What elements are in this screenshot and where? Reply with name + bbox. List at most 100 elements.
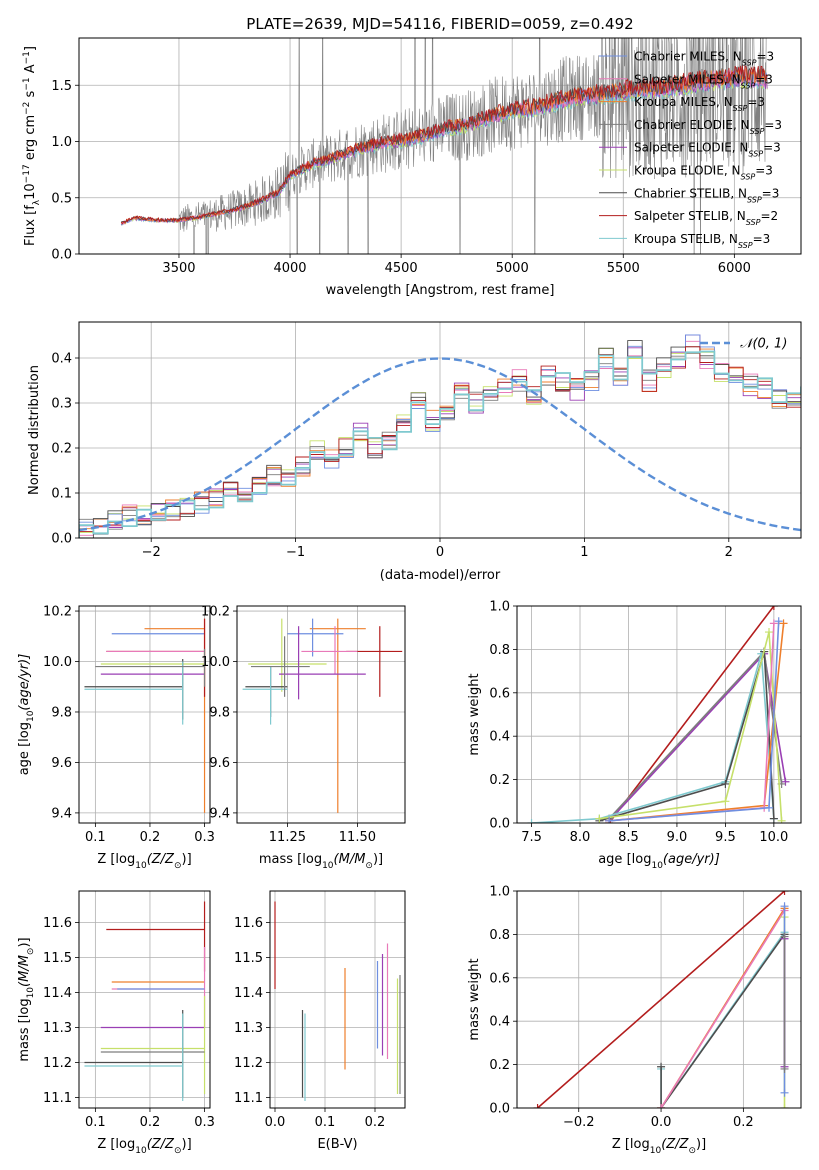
y-tick-label: 0.6: [489, 971, 510, 986]
weight-marker: [780, 902, 789, 911]
mass-vs-Z-axes-frame: [78, 890, 211, 1109]
weight-marker: [780, 1088, 789, 1097]
x-tick-label: 0.1: [85, 1115, 106, 1130]
weight-marker: [769, 619, 778, 628]
y-tick-label: 0.2: [489, 1058, 510, 1073]
y-tick-label: 10.2: [43, 605, 72, 620]
y-tick-label: 10.0: [201, 655, 230, 670]
legend-item: Chabrier MILES, NSSP=3: [599, 50, 774, 67]
mass-weight-vs-Z-plot-area: [533, 891, 789, 1108]
errorbar-point: [242, 666, 288, 725]
age-vs-Z-plot-area: [84, 618, 206, 813]
weight-marker: [595, 814, 604, 823]
y-tick-label: 11.2: [43, 1056, 72, 1071]
weight-marker: [780, 932, 789, 941]
y-tick-label: 11.6: [234, 916, 263, 931]
y-tick-label: 9.4: [51, 806, 72, 821]
y-tick-label: 1.5: [51, 79, 72, 94]
histogram-series: [79, 340, 801, 538]
y-axis-label: mass [log10(M/M⊙)]: [17, 937, 36, 1061]
legend-label: Chabrier STELIB, NSSP=3: [634, 186, 779, 204]
x-tick-label: −1: [286, 545, 305, 560]
weight-marker: [533, 1104, 542, 1108]
mass-weight-vs-age-axes-frame: [516, 605, 802, 824]
y-tick-label: 0.8: [489, 643, 510, 658]
y-tick-label: 0.2: [489, 773, 510, 788]
mass-weight-vs-Z-axes-frame: [516, 890, 802, 1109]
age-vs-Z-panel: 0.1 0.2 0.3 9.4 9.6 9.8 10.0 10.2 Z [log10(Z/Z⊙)…: [17, 605, 215, 871]
y-tick-label: 0.5: [51, 191, 72, 206]
x-tick-label: 11.50: [339, 830, 376, 845]
y-tick-label: 11.3: [43, 1021, 72, 1036]
weight-series: [605, 617, 783, 823]
errorbar-point: [95, 648, 206, 687]
x-tick-label: 0.3: [194, 830, 215, 845]
x-tick-label: 11.25: [269, 830, 306, 845]
weight-marker: [769, 814, 778, 823]
residual-histogram-panel: −2 −1 0 1 2 0.0 0.1 0.2 0.3 0.4 (data-model)/error…: [27, 321, 802, 583]
x-tick-label: 1: [580, 545, 588, 560]
y-tick-label: 9.6: [209, 756, 230, 771]
x-tick-label: 4000: [273, 261, 306, 276]
weight-marker: [657, 1062, 666, 1071]
x-tick-label: 0.0: [651, 1115, 672, 1130]
weight-marker: [605, 816, 614, 823]
legend-label: Salpeter MILES, NSSP=3: [634, 72, 773, 90]
weight-series: [533, 891, 789, 1108]
weight-marker: [779, 619, 788, 628]
x-tick-label: 0.2: [733, 1115, 754, 1130]
y-tick-label: 1.0: [489, 600, 510, 615]
legend-label: Chabrier ELODIE, NSSP=3: [634, 118, 782, 136]
weight-marker: [774, 617, 783, 626]
mass-vs-Z-plot-area: [84, 901, 206, 1101]
spectrum-panel: 3500 4000 4500 5000 5500 6000 0.0 0.5 1.0 1.5 wave…: [22, 37, 802, 298]
y-tick-label: 0.4: [489, 1015, 510, 1030]
weight-marker: [721, 779, 730, 788]
y-tick-label: 0.3: [51, 397, 72, 412]
weight-marker: [780, 1064, 789, 1073]
x-axis-label: E(B-V): [317, 1137, 357, 1152]
errorbar-point: [287, 618, 344, 657]
histogram-series: [79, 350, 801, 538]
y-tick-label: 10.0: [43, 655, 72, 670]
legend-label: Kroupa ELODIE, NSSP=3: [634, 164, 773, 182]
age-vs-Z-axes-frame: [78, 605, 211, 824]
model-spectrum-line: [120, 65, 768, 225]
mass-vs-ebv-panel: 0.0 0.1 0.2 11.1 11.2 11.3 11.4 11.5 11.6 E(B-V): [234, 890, 406, 1152]
legend-label: Kroupa MILES, NSSP=3: [634, 95, 765, 113]
y-tick-label: 0.0: [51, 248, 72, 263]
residual-histogram-plot-area: [79, 334, 801, 538]
x-tick-label: 0.0: [265, 1115, 286, 1130]
y-tick-label: 1.0: [51, 135, 72, 150]
y-tick-label: 0.1: [51, 487, 72, 502]
mass-vs-ebv-grid: [270, 891, 405, 1108]
y-tick-label: 11.3: [234, 1021, 263, 1036]
x-tick-label: 6000: [718, 261, 751, 276]
x-tick-label: 5500: [607, 261, 640, 276]
age-vs-mass-plot-area: [242, 618, 403, 813]
x-tick-label: 0.1: [85, 830, 106, 845]
y-tick-label: 11.5: [43, 951, 72, 966]
x-axis-label: age [log10(age/yr)]: [598, 852, 720, 871]
x-tick-label: 10.0: [759, 830, 788, 845]
y-tick-label: 11.4: [43, 986, 72, 1001]
y-tick-label: 11.1: [234, 1091, 263, 1106]
x-tick-label: 0.2: [365, 1115, 386, 1130]
legend-label: Kroupa STELIB, NSSP=3: [634, 232, 770, 250]
errorbar-point: [248, 618, 327, 692]
weight-marker: [657, 1104, 666, 1108]
figure-title: PLATE=2639, MJD=54116, FIBERID=0059, z=0…: [246, 15, 633, 33]
y-tick-label: 11.6: [43, 916, 72, 931]
y-tick-label: 1.0: [489, 885, 510, 900]
weight-line: [537, 891, 786, 1108]
weight-line: [660, 910, 786, 1108]
y-tick-label: 9.8: [209, 705, 230, 720]
weight-series: [595, 628, 786, 823]
weight-series: [780, 932, 789, 1073]
legend-item: Salpeter MILES, NSSP=3: [599, 72, 773, 90]
x-tick-label: 8.0: [570, 830, 591, 845]
mass-vs-ebv-plot-area: [274, 901, 401, 1101]
legend-item: Kroupa ELODIE, NSSP=3: [599, 164, 773, 182]
mass-weight-vs-age-panel: 7.5 8.0 8.5 9.0 9.5 10.0 0.0 0.2 0.4 0.6 0.8 1.0 age…: [467, 600, 802, 871]
